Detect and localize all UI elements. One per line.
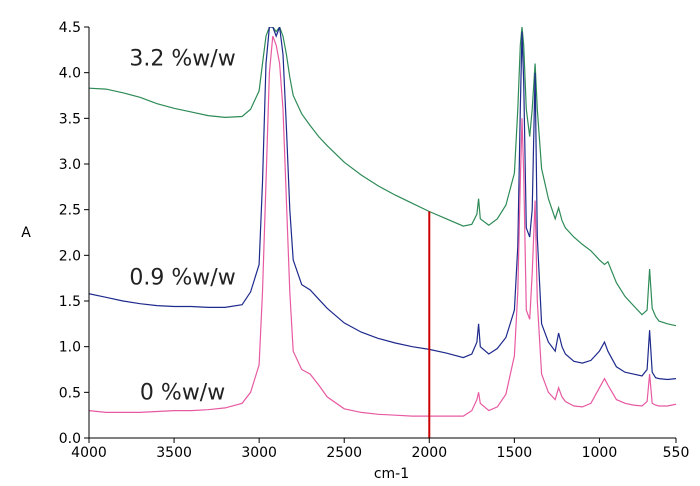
y-tick-label: 0.5 — [59, 385, 81, 401]
x-tick-label: 2500 — [326, 445, 362, 461]
y-tick-label: 1.5 — [59, 294, 81, 310]
y-axis-title: A — [21, 225, 31, 241]
plot-lines — [89, 27, 676, 438]
x-tick-label: 3000 — [241, 445, 277, 461]
y-tick-label: 2.0 — [59, 248, 81, 264]
series-line-0 — [89, 27, 676, 327]
x-axis-title: cm-1 — [374, 466, 409, 482]
x-tick-label: 2000 — [411, 445, 447, 461]
axes: 0.0 0.5 1.0 1.5 2.0 2.5 3.0 3.5 4.0 4.5 4000 3500 30… — [59, 20, 690, 461]
y-tick-label: 4.5 — [59, 20, 81, 36]
y-tick-label: 2.5 — [59, 203, 81, 219]
x-tick-label: 1000 — [582, 445, 618, 461]
series-label-1: 0.9 %w/w — [129, 266, 235, 291]
series-label-0: 3.2 %w/w — [129, 46, 235, 71]
series-labels: 3.2 %w/w 0.9 %w/w 0 %w/w — [129, 46, 235, 405]
series-line-1 — [89, 27, 676, 381]
y-tick-label: 4.0 — [59, 66, 81, 82]
y-tick-label: 3.0 — [59, 157, 81, 173]
y-tick-label: 1.0 — [59, 340, 81, 356]
x-tick-label: 4000 — [71, 445, 107, 461]
y-tick-label: 0.0 — [59, 431, 81, 447]
axis-frame — [88, 27, 676, 439]
x-tick-label: 550 — [663, 445, 690, 461]
y-tick-label: 3.5 — [59, 111, 81, 127]
x-tick-label: 3500 — [156, 445, 192, 461]
series-label-2: 0 %w/w — [140, 381, 225, 406]
series-line-2 — [89, 35, 676, 417]
x-tick-label: 1500 — [497, 445, 533, 461]
